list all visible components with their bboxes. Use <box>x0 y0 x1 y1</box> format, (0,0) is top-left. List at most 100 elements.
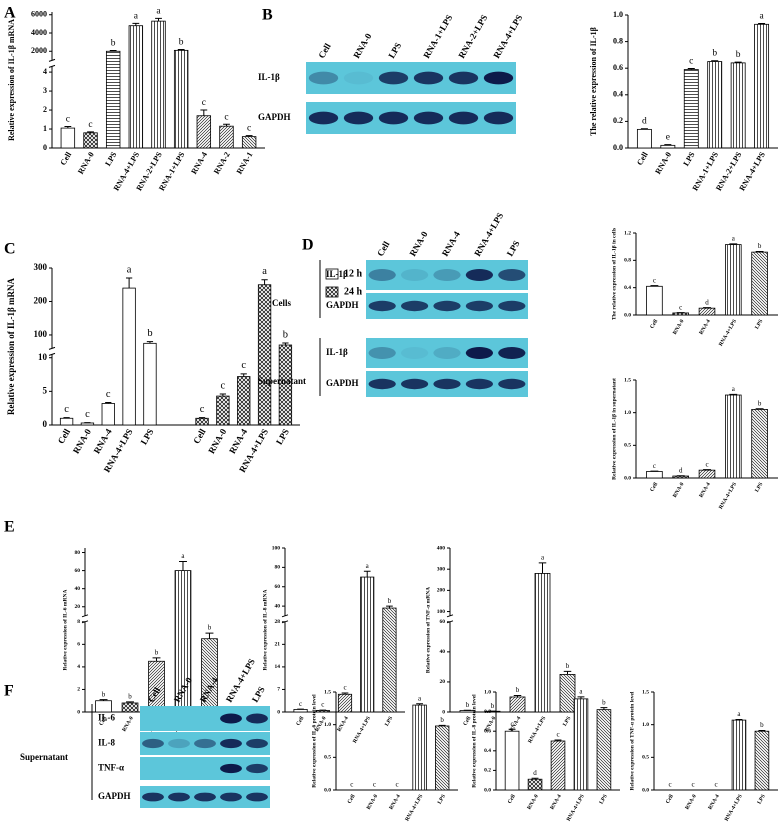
error-bar <box>87 131 94 133</box>
y-tick-label: 4 <box>43 67 47 76</box>
panel-letter: D <box>302 237 314 254</box>
x-tick-label: RNA-4 <box>227 427 249 456</box>
error-bar <box>640 128 648 130</box>
x-tick-label: LPS <box>384 716 394 728</box>
y-tick-label: 4 <box>77 664 80 670</box>
y-axis-label: Relative expression of IL-8 protein leve… <box>471 694 477 788</box>
significance-letter: c <box>64 404 69 415</box>
bar <box>337 693 353 713</box>
blot-band <box>400 378 429 390</box>
bar <box>683 69 699 149</box>
y-tick-label: 10 <box>38 352 48 362</box>
y-tick-label: 0.0 <box>642 787 649 793</box>
y-tick-label: 80 <box>75 550 81 556</box>
legend-label: 12 h <box>344 268 363 279</box>
bar <box>646 471 663 479</box>
significance-letter: c <box>200 404 205 415</box>
bar <box>509 696 526 713</box>
error-bar <box>146 341 154 344</box>
error-bar <box>261 279 268 285</box>
y-tick-label: 1.5 <box>624 377 631 383</box>
error-bar <box>438 724 446 726</box>
y-tick-label: 0.0 <box>624 475 631 481</box>
blot-band <box>483 71 514 85</box>
x-tick-label: Cell <box>98 715 108 727</box>
row-label: GAPDH <box>258 112 291 122</box>
y-tick-label: 2 <box>43 105 47 114</box>
y-tick-label: 1.2 <box>624 230 631 236</box>
y-axis-label: Relative expression of IL-1β in supernat… <box>611 378 617 480</box>
blot-strip <box>140 757 270 780</box>
significance-letter: b <box>440 716 444 724</box>
x-tick-label: RNA-4 <box>92 427 114 456</box>
error-bar <box>416 703 423 706</box>
error-bar <box>63 417 70 419</box>
significance-letter: a <box>156 6 161 16</box>
significance-letter: c <box>202 98 206 108</box>
error-bar <box>531 777 539 780</box>
blot-band <box>194 792 216 802</box>
blot-band <box>246 763 268 774</box>
bar <box>725 394 742 479</box>
significance-letter: a <box>127 264 132 275</box>
error-bar <box>179 561 187 571</box>
significance-letter: a <box>732 235 736 243</box>
lane-label: LPS <box>505 239 522 258</box>
significance-letter: a <box>262 266 267 277</box>
x-tick-label: RNA-4+LPS <box>566 794 586 823</box>
y-axis-label: Relative expression of IL-1β mRNA <box>7 19 16 141</box>
blot-band <box>246 713 268 724</box>
bar <box>148 660 165 713</box>
blot-band <box>400 269 429 281</box>
error-bar <box>758 23 766 25</box>
bar <box>672 312 689 316</box>
significance-letter: c <box>714 781 717 789</box>
panel-letter: A <box>4 5 16 22</box>
bar <box>143 342 157 426</box>
y-tick-label: 400 <box>437 545 446 551</box>
bar <box>315 709 330 713</box>
significance-letter: c <box>247 124 251 134</box>
bar <box>59 417 74 426</box>
blot-band <box>400 347 429 359</box>
row-label: IL-8 <box>98 738 116 748</box>
y-tick-label: 0.2 <box>613 116 623 125</box>
bar <box>382 607 397 713</box>
significance-letter: b <box>758 399 762 407</box>
y-tick-label: 1.0 <box>642 722 649 728</box>
x-tick-label: LPS <box>754 319 764 331</box>
blot-band <box>368 347 396 359</box>
x-tick-label: LPS <box>103 150 118 168</box>
error-bar <box>664 144 672 146</box>
y-tick-label: 300 <box>34 262 48 272</box>
significance-letter: b <box>128 693 132 701</box>
significance-letter: a <box>418 694 422 702</box>
row-label: IL-6 <box>98 713 116 723</box>
legend-swatch <box>325 286 339 298</box>
y-axis-label: Relative expression of IL-8 mRNA <box>262 590 268 671</box>
x-tick-label: Cell <box>462 715 472 727</box>
bar <box>151 20 166 149</box>
x-tick-label: Cell <box>635 150 650 167</box>
row-label: GAPDH <box>326 378 359 388</box>
bar <box>412 704 427 791</box>
significance-letter: a <box>759 11 764 21</box>
y-tick-label: 0.8 <box>624 258 631 264</box>
significance-letter: b <box>283 329 288 340</box>
significance-letter: b <box>712 49 717 59</box>
significance-letter: b <box>758 242 762 250</box>
bar <box>731 719 747 791</box>
blot-band <box>483 111 514 125</box>
lane-label: LPS <box>386 41 403 60</box>
bar <box>237 376 251 426</box>
error-bar <box>363 570 371 578</box>
y-tick-label: 1.5 <box>324 689 331 695</box>
lane-label: Cell <box>375 239 392 258</box>
error-bar <box>508 728 516 732</box>
bar <box>573 698 589 791</box>
group-label: Supernatant <box>258 376 306 386</box>
blot-band <box>220 738 242 749</box>
bar <box>101 403 115 426</box>
y-tick-label: 1 <box>43 124 47 133</box>
y-axis-label: Relative expression of TNF-α mRNA <box>425 587 431 673</box>
